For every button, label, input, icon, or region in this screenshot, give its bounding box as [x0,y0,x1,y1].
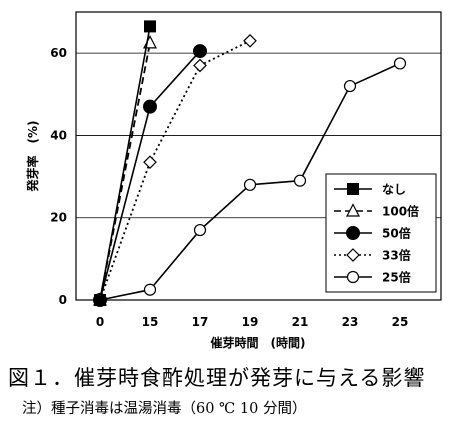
x-axis-label: 催芽時間 (時間) [211,335,306,350]
y-axis-ticks: 0 20 40 60 [50,46,67,307]
marker-open-circle [243,178,257,191]
plot-area-frame [75,11,442,301]
y-axis-label: 発芽率 (%) [25,121,40,193]
marker-open-circle [193,223,207,237]
legend-item: 100倍 [334,203,419,219]
x-tick-label: 15 [142,315,159,329]
legend-label: 50倍 [382,226,411,241]
marker-filled-square [94,294,106,306]
legend-label: 100倍 [382,204,419,219]
marker-open-diamond [243,33,257,48]
legend-label: 33倍 [382,248,411,263]
legend-item: 50倍 [334,226,411,241]
y-tick-label: 40 [50,128,67,142]
legend-item: なし [334,183,406,197]
marker-open-circle [143,283,157,296]
marker-filled-circle [143,99,157,114]
figure-note: 注）種子消毒は温湯消毒（60 ℃ 10 分間） [22,401,307,417]
legend-item: 33倍 [334,248,411,263]
x-axis-ticks: 0 15 17 19 21 23 25 [96,315,409,329]
marker-open-circle [343,79,357,93]
figure-caption: 図１．催芽時食酢処理が発芽に与える影響 [8,366,426,390]
marker-open-circle [346,270,360,284]
x-tick-label: 21 [292,315,309,329]
series-100倍 [93,35,157,306]
x-tick-label: 19 [242,315,259,329]
marker-open-circle [293,174,307,187]
series-33倍 [93,33,257,307]
marker-filled-circle [346,226,360,240]
legend-label: 25倍 [382,270,411,285]
series-50倍 [93,44,207,307]
series-25倍 [93,57,407,307]
series-なし [94,20,156,306]
marker-filled-square [144,20,156,33]
data-series [93,20,407,307]
series-line [99,26,151,301]
x-tick-label: 0 [96,315,104,329]
marker-open-diamond [193,58,207,73]
y-tick-label: 60 [50,46,67,60]
legend: なし 100倍 50倍 33倍 25倍 [325,173,437,293]
marker-open-diamond [346,248,360,262]
y-tick-label: 20 [50,211,67,225]
legend-label: なし [382,183,406,197]
series-line [99,39,251,301]
legend-item: 25倍 [334,270,411,285]
x-tick-label: 23 [342,315,359,329]
marker-open-circle [393,57,407,70]
x-tick-label: 25 [392,315,409,329]
marker-open-triangle [346,203,360,217]
y-tick-label: 0 [59,293,67,307]
marker-filled-square [347,183,359,195]
marker-open-diamond [143,155,157,170]
marker-filled-circle [193,44,207,59]
x-tick-label: 17 [192,315,209,329]
series-line [99,50,201,301]
